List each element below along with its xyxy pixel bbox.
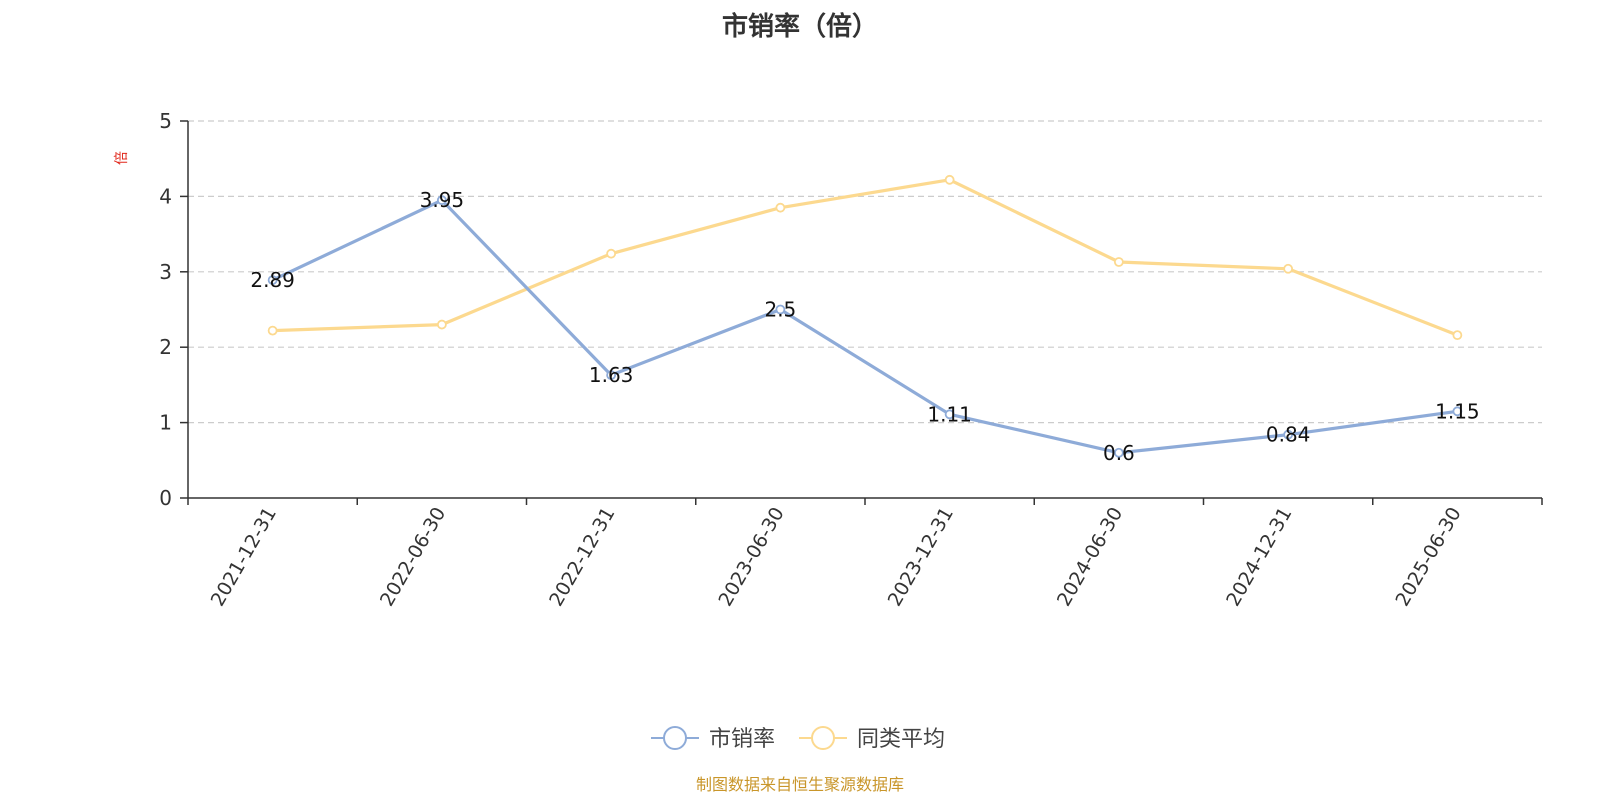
data-point xyxy=(436,195,447,206)
data-point xyxy=(1283,429,1294,440)
y-tick-label: 1 xyxy=(159,411,172,435)
data-label: 0.84 xyxy=(1266,423,1311,447)
data-label: 0.6 xyxy=(1103,441,1135,465)
data-point xyxy=(267,325,278,336)
data-label-layer: 2.89 3.95 1.63 2.5 1.11 0.6 0.84 1.15 xyxy=(250,188,1479,465)
legend-marker-icon xyxy=(663,726,687,750)
data-source-note: 制图数据来自恒生聚源数据库 xyxy=(696,775,904,794)
data-point xyxy=(606,248,617,259)
legend-label: 同类平均 xyxy=(857,727,945,752)
data-point xyxy=(1452,330,1463,341)
axis-layer: 0 1 2 3 4 5 2021-12-31 2022-06-30 2022-12-31 2023… xyxy=(159,109,1543,611)
x-tick-label: 2021-12-31 xyxy=(207,504,281,611)
legend: 市销率 同类平均 xyxy=(651,726,945,752)
series-line xyxy=(271,178,1460,337)
y-tick-label: 4 xyxy=(159,184,172,208)
x-tick-label: 2024-12-31 xyxy=(1222,504,1296,611)
data-point xyxy=(1452,406,1463,417)
data-point xyxy=(775,202,786,213)
data-label: 1.11 xyxy=(927,402,972,426)
data-point xyxy=(1113,257,1124,267)
legend-item: 同类平均 xyxy=(799,726,945,752)
data-label: 2.89 xyxy=(250,268,295,292)
series-layer xyxy=(267,174,1463,458)
chart-title: 市销率（倍） xyxy=(721,12,878,42)
data-label: 1.63 xyxy=(589,363,634,387)
data-label: 1.15 xyxy=(1435,399,1480,423)
series-line xyxy=(271,198,1460,455)
x-tick-label: 2023-12-31 xyxy=(884,504,958,611)
y-axis-unit-label: 倍 xyxy=(114,151,130,165)
y-tick-label: 0 xyxy=(159,486,172,510)
y-tick-label: 5 xyxy=(159,109,172,133)
data-label: 3.95 xyxy=(420,188,465,212)
data-point xyxy=(606,370,617,380)
data-point xyxy=(436,319,447,330)
x-tick-label: 2022-12-31 xyxy=(545,504,619,611)
y-tick-label: 2 xyxy=(159,335,172,359)
grid-layer xyxy=(188,120,1542,424)
y-tick-label: 3 xyxy=(159,260,172,284)
x-tick-label: 2024-06-30 xyxy=(1053,504,1127,611)
x-tick-label: 2022-06-30 xyxy=(376,504,450,611)
data-label: 2.5 xyxy=(764,298,796,322)
legend-marker-icon xyxy=(811,726,835,750)
legend-item: 市销率 xyxy=(651,726,775,752)
x-tick-label: 2025-06-30 xyxy=(1391,504,1465,611)
data-point xyxy=(1113,447,1124,458)
data-point xyxy=(1283,263,1294,274)
x-tick-label: 2023-06-30 xyxy=(714,504,788,611)
data-point xyxy=(944,174,955,185)
legend-label: 市销率 xyxy=(709,727,775,752)
data-point xyxy=(267,275,278,285)
data-point xyxy=(944,409,955,420)
data-point xyxy=(775,304,786,315)
